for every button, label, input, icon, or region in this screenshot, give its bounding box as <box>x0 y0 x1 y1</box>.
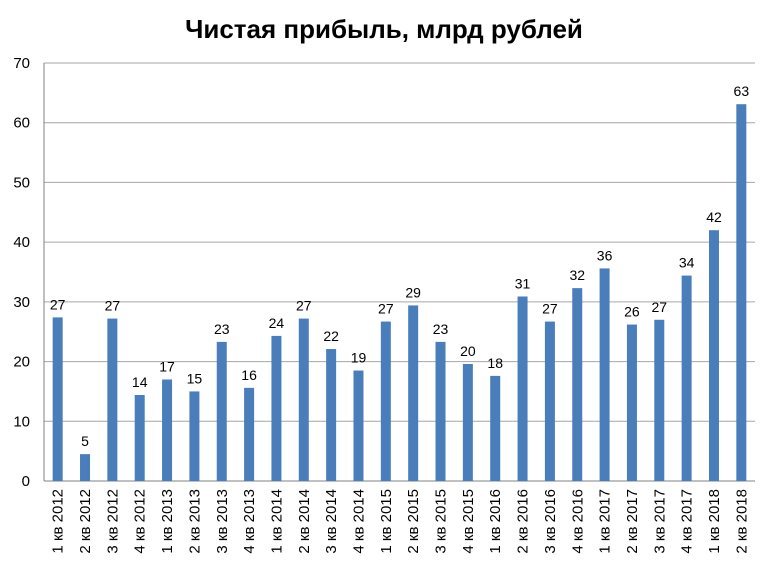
x-tick-label: 3 кв 2014 <box>323 489 340 554</box>
data-label: 14 <box>132 374 148 390</box>
x-tick-label: 3 кв 2015 <box>433 489 450 554</box>
data-label: 19 <box>351 350 367 366</box>
x-tick-label: 1 кв 2017 <box>597 489 614 554</box>
x-tick-label: 4 кв 2013 <box>241 489 258 554</box>
x-tick-label: 4 кв 2014 <box>350 489 367 554</box>
chart-title: Чистая прибыль, млрд рублей <box>185 14 583 44</box>
x-tick-label: 1 кв 2015 <box>378 489 395 554</box>
data-label: 29 <box>405 284 421 300</box>
data-label: 27 <box>378 301 394 317</box>
x-tick-label: 2 кв 2015 <box>405 489 422 554</box>
bar <box>490 375 501 481</box>
bar <box>244 387 255 481</box>
x-tick-label: 2 кв 2016 <box>515 489 532 554</box>
x-tick-label: 1 кв 2016 <box>487 489 504 554</box>
data-label: 27 <box>50 296 66 312</box>
x-tick-label: 4 кв 2016 <box>569 489 586 554</box>
y-tick-label: 10 <box>13 413 30 430</box>
data-label: 31 <box>515 275 531 291</box>
data-label: 5 <box>81 433 89 449</box>
data-label: 15 <box>187 370 203 386</box>
data-label: 27 <box>105 298 121 314</box>
bar <box>216 341 227 481</box>
data-label: 26 <box>624 304 640 320</box>
data-label: 27 <box>542 301 558 317</box>
y-tick-label: 60 <box>13 115 30 132</box>
x-tick-label: 3 кв 2016 <box>542 489 559 554</box>
data-label: 20 <box>460 343 476 359</box>
bar <box>626 324 637 481</box>
data-label: 17 <box>159 358 175 374</box>
bar <box>517 296 528 481</box>
x-tick-label: 3 кв 2013 <box>214 489 231 554</box>
bar <box>298 318 309 481</box>
bar <box>736 104 747 482</box>
x-tick-label: 2 кв 2017 <box>624 489 641 554</box>
data-label: 63 <box>734 83 750 99</box>
bar <box>134 395 145 481</box>
bar <box>708 230 719 481</box>
x-tick-label: 2 кв 2013 <box>186 489 203 554</box>
data-label: 22 <box>323 328 339 344</box>
x-tick-label: 2 кв 2012 <box>77 489 94 554</box>
x-tick-label: 4 кв 2017 <box>679 489 696 554</box>
bar <box>408 305 419 481</box>
y-tick-label: 70 <box>13 55 30 72</box>
bar <box>462 363 473 481</box>
data-label: 32 <box>569 267 585 283</box>
bar <box>435 341 446 481</box>
bar <box>380 321 391 481</box>
x-tick-label: 1 кв 2014 <box>268 489 285 554</box>
bar <box>52 317 63 481</box>
data-label: 16 <box>241 367 257 383</box>
y-tick-label: 40 <box>13 234 30 251</box>
y-tick-label: 50 <box>13 174 30 191</box>
x-tick-label: 1 кв 2013 <box>159 489 176 554</box>
bar <box>189 391 200 481</box>
data-label: 23 <box>433 321 449 337</box>
bar <box>572 288 583 481</box>
x-tick-label: 2 кв 2018 <box>733 489 750 554</box>
bar <box>162 379 173 481</box>
data-label: 42 <box>706 209 722 225</box>
x-tick-label: 3 кв 2012 <box>104 489 121 554</box>
bar <box>271 335 282 481</box>
x-tick-label: 3 кв 2017 <box>651 489 668 554</box>
data-label: 18 <box>487 355 503 371</box>
bar <box>681 275 692 481</box>
data-label: 27 <box>651 299 667 315</box>
data-label: 27 <box>296 298 312 314</box>
data-label: 23 <box>214 321 230 337</box>
x-tick-label: 4 кв 2012 <box>132 489 149 554</box>
y-tick-label: 20 <box>13 354 30 371</box>
bar <box>654 319 665 481</box>
data-label: 36 <box>597 247 613 263</box>
bar <box>326 349 337 481</box>
x-tick-label: 1 кв 2012 <box>50 489 67 554</box>
x-tick-label: 1 кв 2018 <box>706 489 723 554</box>
bar <box>80 454 91 481</box>
data-label: 34 <box>679 255 695 271</box>
x-tick-label: 2 кв 2014 <box>296 489 313 554</box>
y-tick-label: 30 <box>13 294 30 311</box>
x-tick-label: 4 кв 2015 <box>460 489 477 554</box>
data-label: 24 <box>269 315 285 331</box>
bar <box>353 370 364 481</box>
y-tick-label: 0 <box>22 473 30 490</box>
bar <box>544 321 555 481</box>
bar <box>599 268 610 481</box>
bar <box>107 318 118 481</box>
